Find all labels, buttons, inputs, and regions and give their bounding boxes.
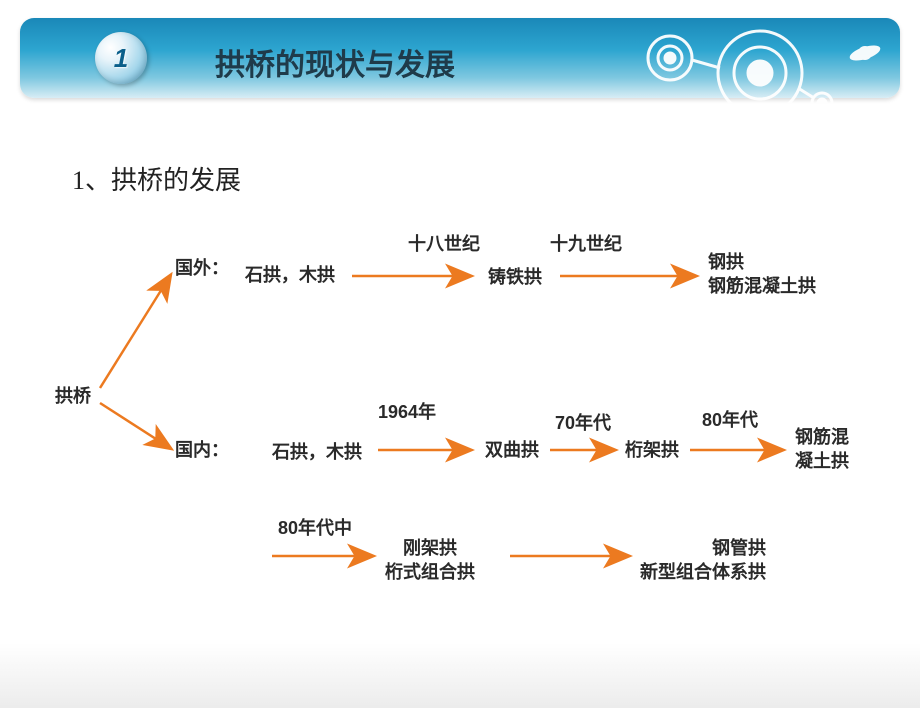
diagram-arrows [0, 18, 920, 708]
footer-gradient [0, 643, 920, 708]
